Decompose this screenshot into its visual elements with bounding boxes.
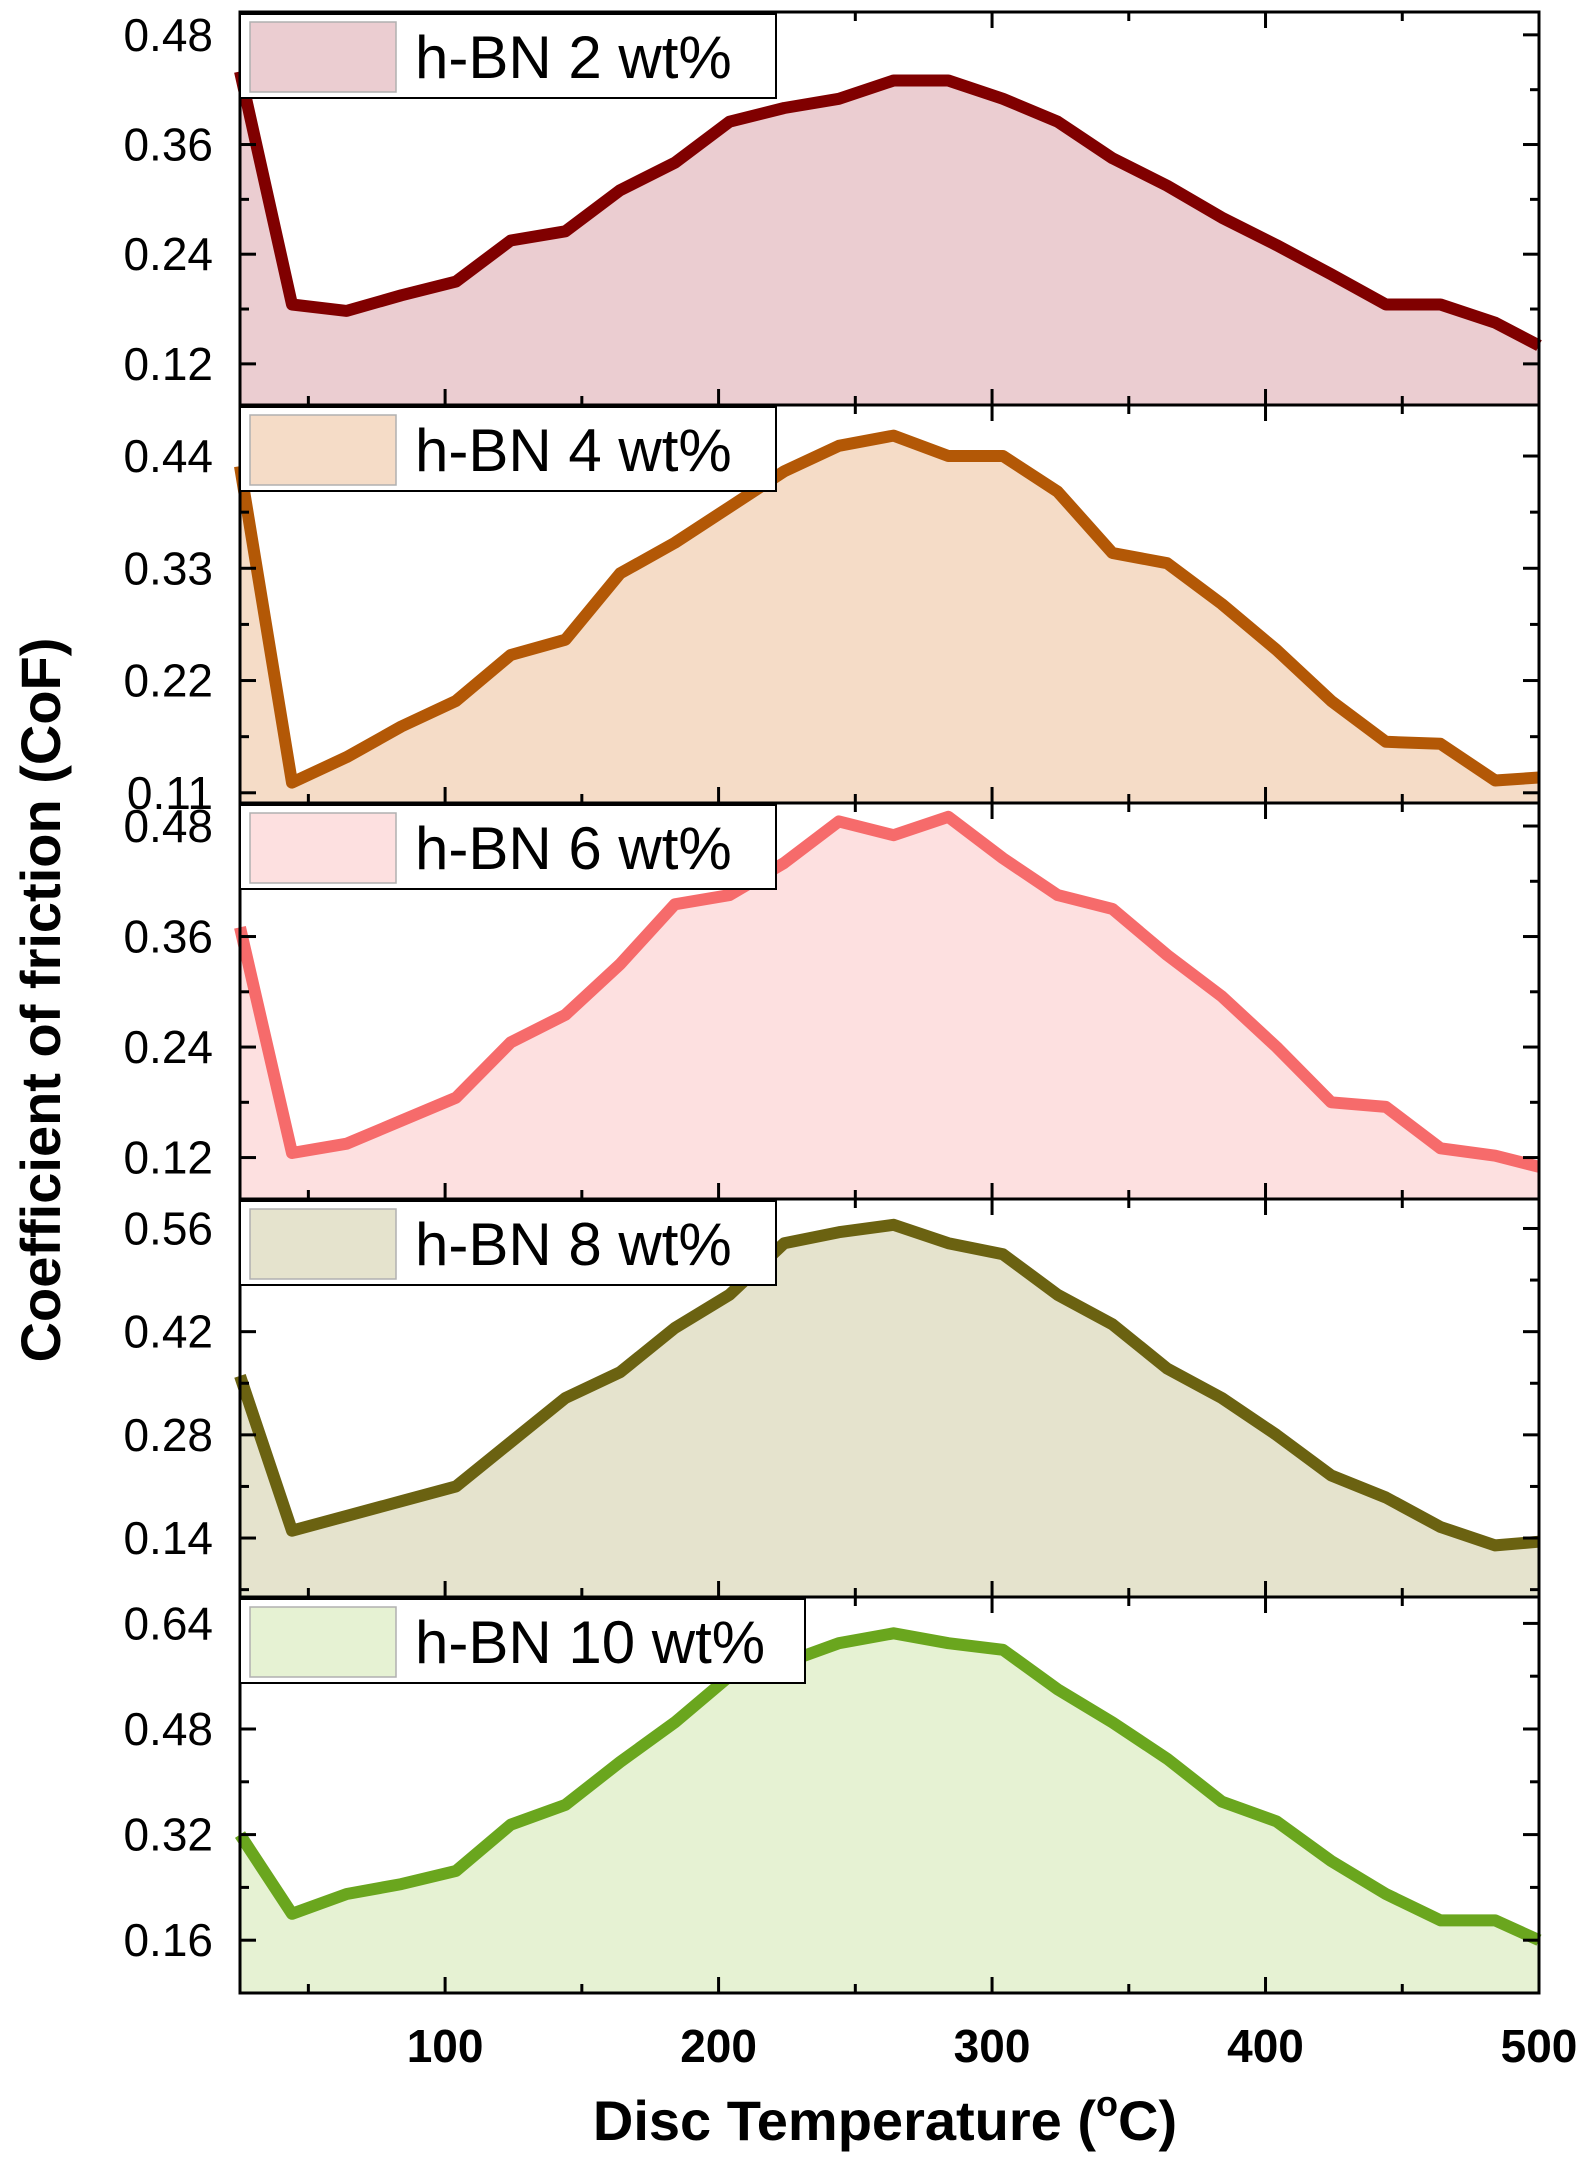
xtick-label: 500	[1501, 2020, 1578, 2072]
x-axis-title-unit: C)	[1118, 2089, 1177, 2152]
panel-2: 0.11 0.22 0.33 0.44 h-BN 4 wt%	[123, 403, 1541, 819]
legend-label: h-BN 4 wt%	[415, 417, 732, 484]
ytick-label: 0.14	[123, 1512, 213, 1564]
ytick-label: 0.22	[123, 655, 213, 707]
legend-swatch	[249, 414, 397, 486]
ytick-label: 0.16	[123, 1914, 213, 1966]
y-axis-title: Coefficient of friction (CoF)	[9, 638, 72, 1363]
ytick-label: 0.44	[123, 430, 213, 482]
ytick-label: 0.48	[123, 1703, 213, 1755]
area-fill-3	[240, 816, 1539, 1199]
ytick-label: 0.24	[123, 1021, 213, 1073]
legend-1: h-BN 2 wt%	[239, 13, 777, 99]
area-fill-1	[240, 71, 1539, 406]
x-axis-title-degree: o	[1096, 2083, 1118, 2124]
xtick-label: 300	[954, 2020, 1031, 2072]
legend-swatch	[249, 1606, 397, 1678]
legend-label: h-BN 8 wt%	[415, 1211, 732, 1278]
legend-swatch	[249, 812, 397, 884]
xtick-label: 400	[1227, 2020, 1304, 2072]
xtick-label: 100	[407, 2020, 484, 2072]
ytick-label: 0.11	[127, 767, 213, 819]
ytick-label: 0.36	[123, 119, 213, 171]
panel-5: 0.16 0.32 0.48 0.64 h-BN 10 wt%	[123, 1595, 1542, 1995]
legend-swatch	[249, 1208, 397, 1280]
legend-2: h-BN 4 wt%	[239, 406, 777, 492]
ytick-label: 0.48	[123, 800, 213, 852]
legend-label: h-BN 2 wt%	[415, 24, 732, 91]
ytick-label: 0.28	[123, 1409, 213, 1461]
ytick-label: 0.33	[123, 542, 213, 594]
legend-label: h-BN 6 wt%	[415, 815, 732, 882]
ytick-label: 0.56	[123, 1202, 213, 1254]
legend-5: h-BN 10 wt%	[239, 1598, 806, 1684]
legend-swatch	[249, 21, 397, 93]
legend-3: h-BN 6 wt%	[239, 804, 777, 890]
series-line-3	[234, 810, 1541, 1173]
x-axis-title-text: Disc Temperature (	[593, 2089, 1096, 2152]
area-fill-5	[240, 1633, 1539, 1993]
xtick-label: 200	[680, 2020, 757, 2072]
area-fill-2	[240, 435, 1539, 803]
ytick-label: 0.32	[123, 1809, 213, 1861]
ytick-label: 0.48	[123, 9, 213, 61]
series-line-1	[234, 70, 1542, 351]
panel-4: 0.14 0.28 0.42 0.56 h-BN 8 wt%	[123, 1197, 1541, 1599]
ytick-label: 0.36	[123, 911, 213, 963]
series-line-5	[234, 1627, 1542, 1946]
ytick-label: 0.64	[123, 1597, 213, 1649]
panel-frame-5	[238, 1595, 1541, 1995]
legend-4: h-BN 8 wt%	[239, 1200, 777, 1286]
x-axis-title: Disc Temperature (oC)	[593, 2083, 1177, 2152]
ytick-label: 0.12	[123, 338, 213, 390]
ytick-label: 0.24	[123, 228, 213, 280]
ytick-label: 0.12	[123, 1132, 213, 1184]
series-line-4	[234, 1218, 1540, 1552]
panel-1: 0.12 0.24 0.36 0.48 h-BN 2 wt%	[123, 9, 1542, 407]
series-line-2	[234, 429, 1540, 789]
x-axis: 100 200 300 400 500	[407, 2020, 1578, 2072]
ytick-label: 0.42	[123, 1306, 213, 1358]
area-fill-4	[240, 1224, 1539, 1597]
panel-3: 0.12 0.24 0.36 0.48 h-BN 6 wt%	[123, 800, 1541, 1201]
legend-label: h-BN 10 wt%	[415, 1609, 765, 1676]
chart-panels: 0.120.240.360.48 h-BN 2 wt%0.110.220.330.…	[123, 9, 1542, 1995]
